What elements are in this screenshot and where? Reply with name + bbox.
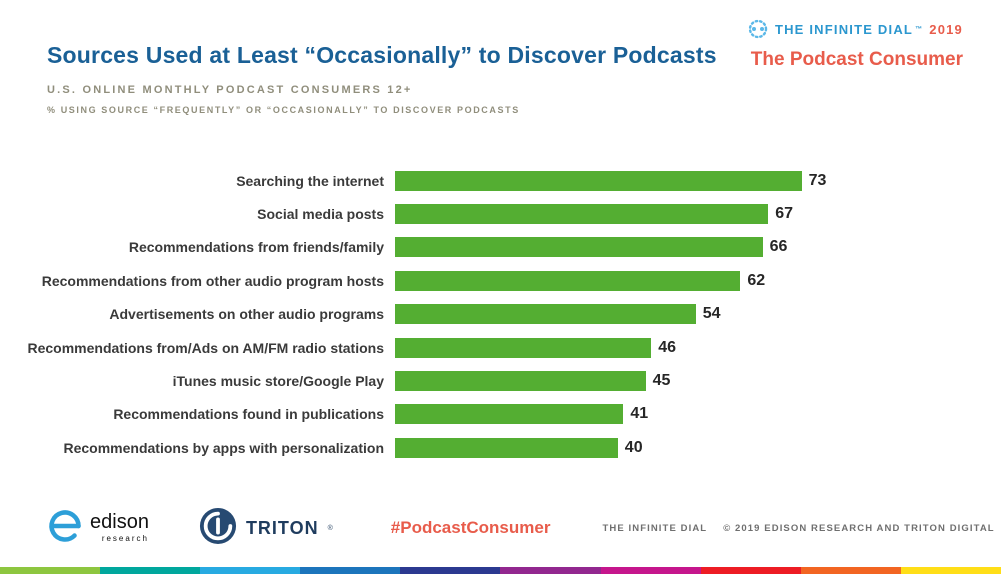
- bar-value: 67: [775, 205, 793, 223]
- bar: [395, 304, 696, 325]
- infinite-dial-logo-icon: [747, 18, 769, 40]
- bar-value: 62: [747, 271, 766, 289]
- edison-sub: research: [101, 534, 149, 543]
- triton-name: TRITON: [245, 517, 319, 538]
- bar: [395, 437, 618, 458]
- bar-track: 66: [395, 237, 952, 258]
- bar: [395, 237, 763, 258]
- edison-logo-icon: [47, 508, 83, 549]
- brand-line: THE INFINITE DIAL ™ 2019: [747, 18, 963, 40]
- footer: edison research TRITON ® #PodcastConsumer…: [47, 503, 994, 553]
- bar-label: iTunes music store/Google Play: [172, 373, 384, 390]
- chart-row: Advertisements on other audio programs 54: [18, 298, 983, 331]
- bar: [395, 404, 624, 425]
- bar-value: 46: [658, 338, 677, 356]
- credit-brand: THE INFINITE DIAL: [602, 522, 708, 534]
- bar-track: 62: [395, 270, 952, 291]
- chart-row: Recommendations from friends/family 66: [18, 231, 983, 264]
- chart-subtitle: U.S. ONLINE MONTHLY PODCAST CONSUMERS 12…: [47, 84, 413, 96]
- bar-track: 41: [395, 404, 952, 425]
- brand-trademark: ™: [915, 25, 924, 33]
- strip-segment: [400, 567, 501, 574]
- bar: [395, 371, 646, 392]
- bar: [395, 270, 741, 291]
- edison-name: edison: [90, 511, 149, 533]
- chart-row: Recommendations from/Ads on AM/FM radio …: [18, 331, 983, 364]
- chart-row: Recommendations found in publications 41: [18, 398, 983, 431]
- bar-value: 73: [808, 171, 827, 189]
- brand-year: 2019: [929, 21, 963, 37]
- bar-track: 54: [395, 304, 952, 325]
- report-name: The Podcast Consumer: [750, 49, 963, 70]
- chart-row: Searching the internet 73: [18, 164, 983, 197]
- strip-segment: [100, 567, 201, 574]
- bar-label: Advertisements on other audio programs: [109, 306, 384, 323]
- chart-row: iTunes music store/Google Play 45: [18, 364, 983, 397]
- bar-value: 54: [702, 305, 721, 323]
- bar-label: Social media posts: [257, 206, 384, 223]
- bar-label: Recommendations from/Ads on AM/FM radio …: [27, 339, 384, 356]
- strip-segment: [700, 567, 801, 574]
- bar-value: 40: [624, 438, 643, 456]
- bar-value: 45: [652, 372, 671, 390]
- brand-block: THE INFINITE DIAL ™ 2019 The Podcast Cons…: [747, 18, 963, 71]
- triton-logo-icon: [199, 507, 237, 550]
- bar-track: 67: [395, 204, 952, 225]
- credit-copyright: © 2019 EDISON RESEARCH AND TRITON DIGITA…: [723, 522, 995, 534]
- edison-logo: edison research: [47, 508, 149, 549]
- bar-track: 40: [395, 437, 952, 458]
- bar: [395, 204, 769, 225]
- hashtag: #PodcastConsumer: [390, 518, 551, 537]
- strip-segment: [200, 567, 301, 574]
- bar-track: 45: [395, 371, 952, 392]
- strip-segment: [500, 567, 601, 574]
- edison-wordmark: edison research: [90, 511, 149, 543]
- credit-line: THE INFINITE DIAL © 2019 EDISON RESEARCH…: [602, 523, 994, 534]
- chart-note: % USING SOURCE “FREQUENTLY” OR “OCCASION…: [47, 105, 520, 115]
- chart-row: Recommendations by apps with personaliza…: [18, 431, 983, 464]
- bar-value: 66: [769, 238, 788, 256]
- bar-label: Recommendations by apps with personaliza…: [63, 439, 385, 456]
- header: Sources Used at Least “Occasionally” to …: [47, 42, 717, 115]
- bar: [395, 337, 652, 358]
- strip-segment: [900, 567, 1001, 574]
- chart-row: Social media posts 67: [18, 197, 983, 230]
- strip-segment: [0, 567, 101, 574]
- triton-logo: TRITON ®: [199, 507, 333, 550]
- bar-label: Recommendations from other audio program…: [41, 272, 384, 289]
- bar-label: Searching the internet: [236, 172, 384, 189]
- bar-track: 46: [395, 337, 952, 358]
- brand-name: THE INFINITE DIAL: [774, 21, 914, 37]
- bar-chart: Searching the internet 73 Social media pos…: [18, 164, 983, 465]
- bar-value: 41: [630, 405, 649, 423]
- rainbow-strip: [0, 567, 1001, 574]
- chart-row: Recommendations from other audio program…: [18, 264, 983, 297]
- page-title: Sources Used at Least “Occasionally” to …: [47, 42, 717, 68]
- bar-label: Recommendations found in publications: [113, 406, 384, 423]
- bar-label: Recommendations from friends/family: [128, 239, 384, 256]
- bar-track: 73: [395, 170, 952, 191]
- triton-trademark: ®: [327, 524, 333, 532]
- strip-segment: [600, 567, 701, 574]
- bar: [395, 170, 802, 191]
- strip-segment: [800, 567, 901, 574]
- strip-segment: [300, 567, 401, 574]
